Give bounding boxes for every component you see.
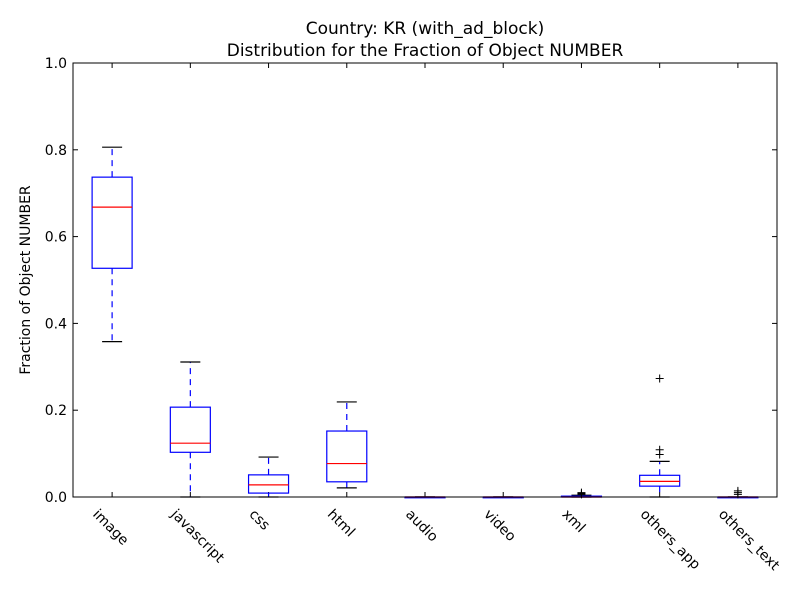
x-tick-label: html xyxy=(324,507,358,541)
y-tick-label: 1.0 xyxy=(45,56,67,72)
y-axis-label: Fraction of Object NUMBER xyxy=(18,185,34,375)
x-tick-label: others_app xyxy=(637,507,704,574)
box-javascript xyxy=(169,361,211,498)
x-tick-label: video xyxy=(480,507,518,545)
y-tick-label: 0.4 xyxy=(45,316,67,332)
outlier-point xyxy=(655,374,664,383)
iqr-box xyxy=(169,406,211,453)
y-tick-label: 0.6 xyxy=(45,230,67,246)
box-html xyxy=(326,401,368,489)
x-tick-label: image xyxy=(89,507,131,549)
iqr-box xyxy=(639,474,681,487)
chart-title: Country: KR (with_ad_block) xyxy=(306,19,544,39)
box-css xyxy=(247,456,290,498)
x-tick-label: xml xyxy=(559,507,589,537)
x-tick-label: others_text xyxy=(715,507,783,575)
y-tick-label: 0.2 xyxy=(45,403,67,419)
x-tick-label: audio xyxy=(402,507,441,546)
box-others_app xyxy=(639,374,681,498)
y-tick-label: 0.8 xyxy=(45,143,67,159)
iqr-box xyxy=(326,430,368,483)
chart-subtitle: Distribution for the Fraction of Object … xyxy=(227,41,624,61)
plot-area: 0.0 0.2 0.4 0.6 0.8 1.0 image javascript css html… xyxy=(45,56,783,574)
x-tick-label: javascript xyxy=(167,506,228,567)
plot-frame xyxy=(72,62,778,498)
y-tick-label: 0.0 xyxy=(45,490,67,506)
outlier-point xyxy=(577,488,586,497)
x-tick-label: css xyxy=(246,507,273,534)
iqr-box xyxy=(247,474,290,494)
box-image xyxy=(91,146,133,343)
outlier-point xyxy=(733,486,742,495)
iqr-box xyxy=(91,176,133,269)
outlier-point xyxy=(655,445,664,454)
